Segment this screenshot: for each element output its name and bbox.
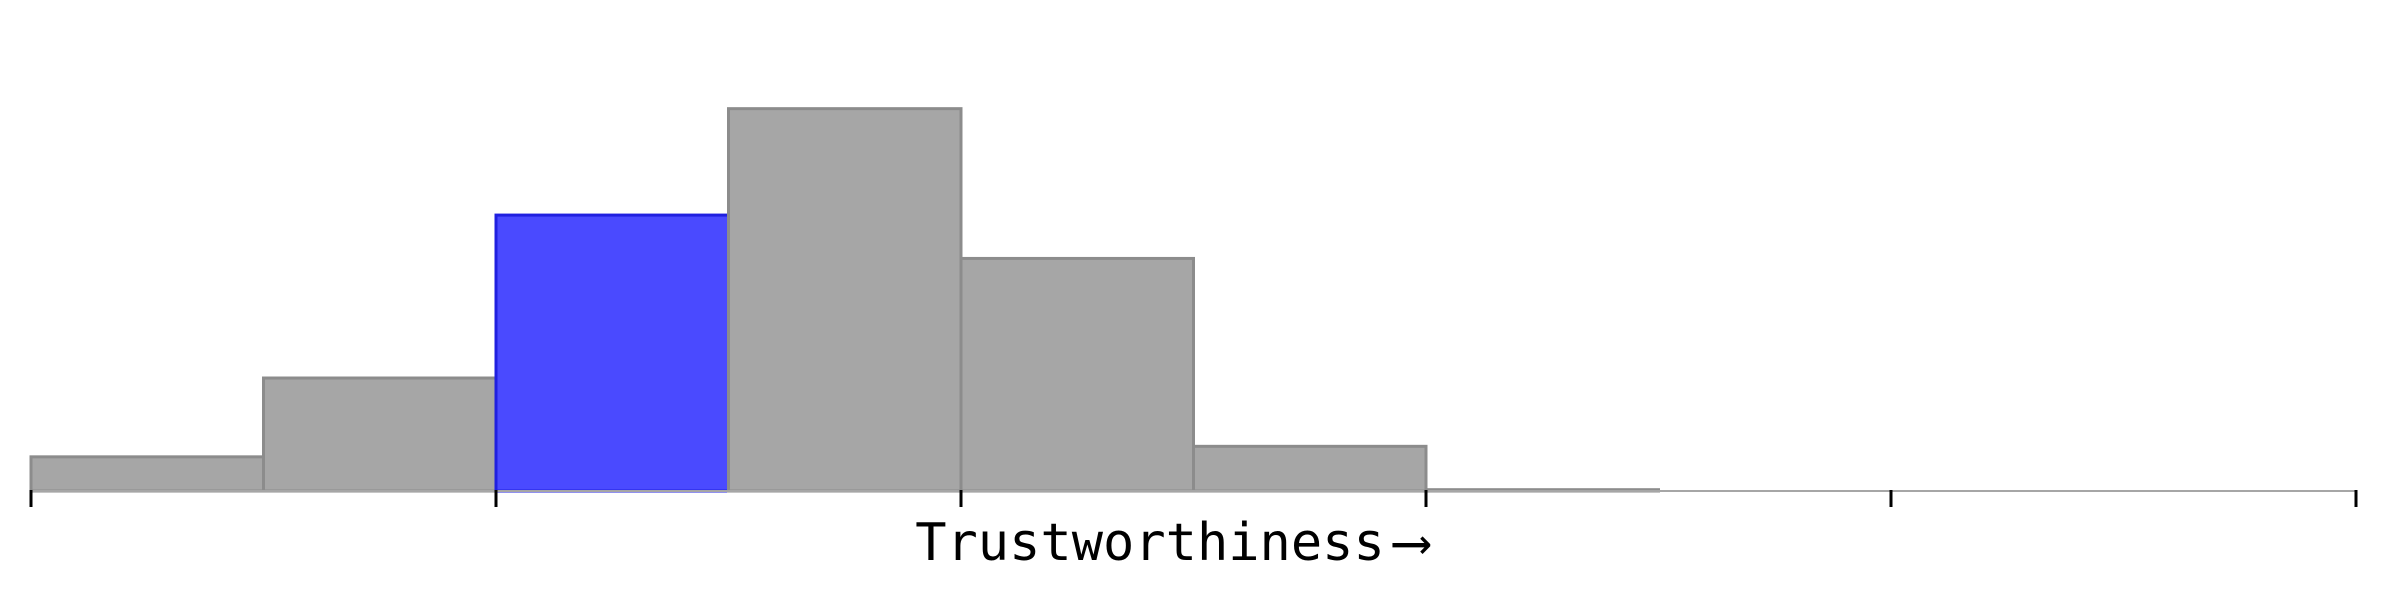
histogram-bar xyxy=(727,107,963,493)
histogram-bar-highlighted xyxy=(494,213,730,493)
histogram-bar xyxy=(959,256,1195,493)
x-axis xyxy=(29,490,2358,507)
x-axis-label: Trustworthiness xyxy=(915,513,1385,573)
axis-label-group: Trustworthiness ⟶ xyxy=(915,510,1431,573)
x-axis-arrow-icon: ⟶ xyxy=(1392,510,1431,573)
histogram-bar xyxy=(262,376,498,493)
histogram-bar xyxy=(29,455,265,493)
bars-layer xyxy=(29,107,1660,493)
histogram-bar xyxy=(1192,444,1428,493)
